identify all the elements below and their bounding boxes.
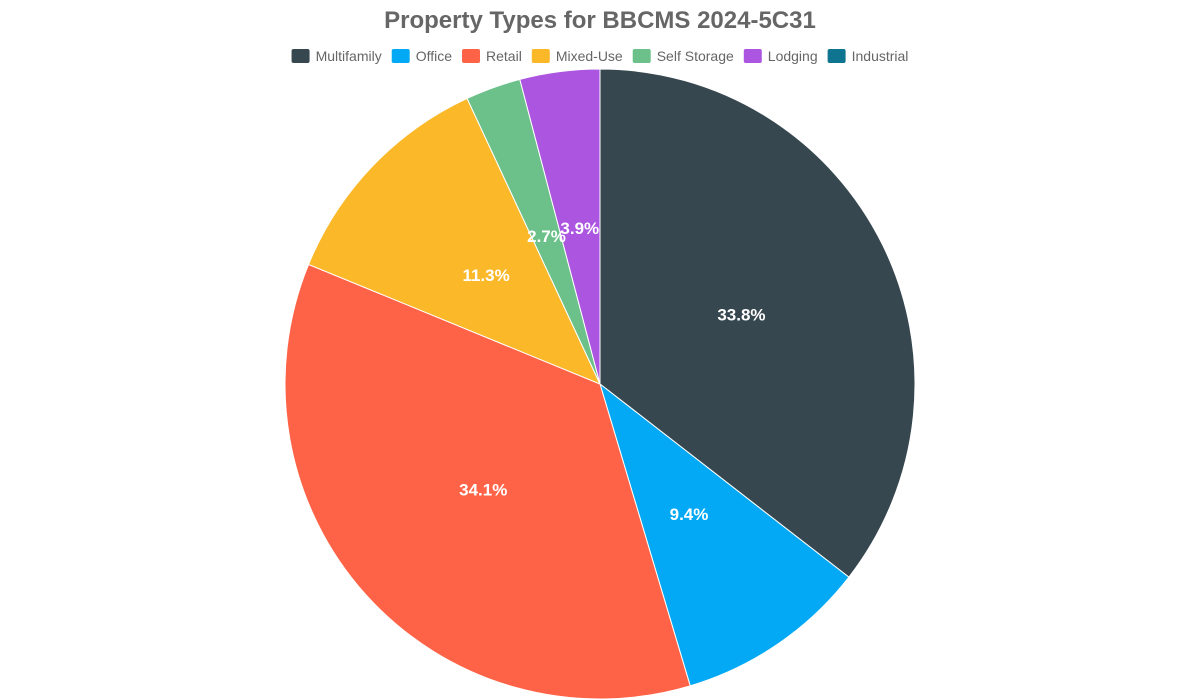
slice-label-multifamily: 33.8%	[717, 306, 765, 325]
pie-slices	[284, 68, 916, 700]
legend-label-mixed-use: Mixed-Use	[556, 48, 623, 64]
pie-slice-lodging[interactable]	[519, 68, 601, 385]
legend-label-industrial: Industrial	[852, 48, 909, 64]
legend-label-multifamily: Multifamily	[316, 48, 382, 64]
legend-swatch-multifamily	[291, 49, 310, 63]
legend-item-lodging[interactable]: Lodging	[743, 48, 818, 64]
slice-label-self-storage: 2.7%	[527, 227, 566, 246]
legend-item-self-storage[interactable]: Self Storage	[632, 48, 734, 64]
pie-slice-retail[interactable]	[284, 263, 691, 700]
legend-item-industrial[interactable]: Industrial	[827, 48, 909, 64]
legend-item-office[interactable]: Office	[391, 48, 453, 64]
chart-title: Property Types for BBCMS 2024-5C31	[384, 7, 816, 34]
legend-swatch-mixed-use	[531, 49, 550, 63]
pie-slice-office[interactable]	[599, 382, 850, 687]
legend-label-self-storage: Self Storage	[657, 48, 734, 64]
legend-label-office: Office	[416, 48, 453, 64]
legend-item-mixed-use[interactable]: Mixed-Use	[531, 48, 623, 64]
slice-label-lodging: 3.9%	[560, 219, 599, 238]
slice-label-office: 9.4%	[670, 505, 709, 524]
legend-swatch-retail	[462, 49, 481, 63]
slice-label-mixed-use: 11.3%	[462, 266, 509, 285]
pie-slice-multifamily[interactable]	[599, 68, 916, 578]
pie-slice-mixed-use[interactable]	[307, 97, 601, 385]
legend-label-retail: Retail	[486, 48, 522, 64]
legend-swatch-industrial	[827, 49, 846, 63]
legend: Multifamily Office Retail Mixed-Use Self Sto…	[291, 48, 909, 64]
legend-swatch-self-storage	[632, 49, 651, 63]
legend-label-lodging: Lodging	[768, 48, 818, 64]
slice-label-retail: 34.1%	[459, 481, 507, 500]
legend-item-multifamily[interactable]: Multifamily	[291, 48, 382, 64]
legend-swatch-office	[391, 49, 410, 63]
legend-item-retail[interactable]: Retail	[462, 48, 522, 64]
legend-swatch-lodging	[743, 49, 762, 63]
slice-labels: 33.8% 9.4% 34.1% 11.3% 2.7%3.9%	[459, 219, 765, 524]
